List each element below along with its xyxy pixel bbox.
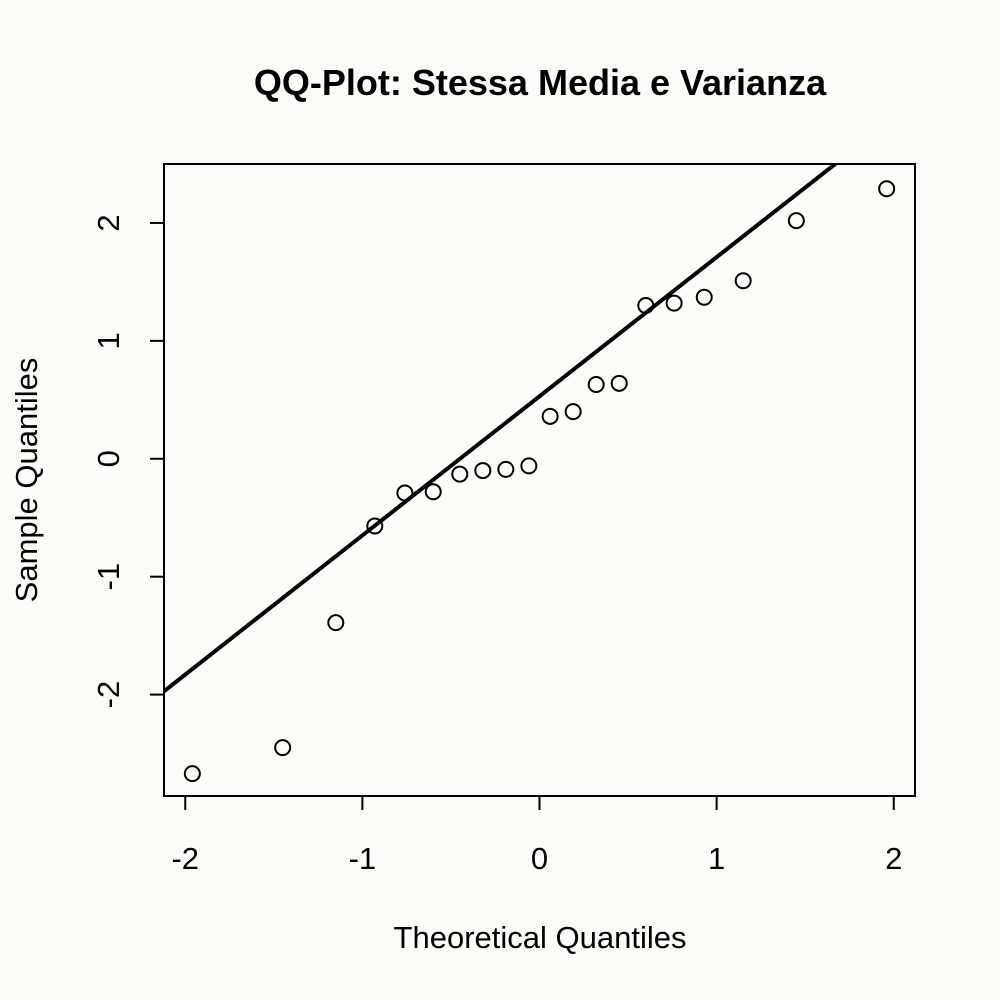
y-axis-title: Sample Quantiles: [9, 358, 44, 603]
data-point: [451, 465, 469, 483]
data-point: [878, 180, 896, 198]
qq-reference-line: [164, 164, 839, 693]
data-point: [637, 296, 655, 314]
x-tick-label: 2: [885, 841, 902, 876]
points-group: [183, 180, 896, 783]
y-tick-label: 2: [91, 214, 126, 231]
data-point: [564, 403, 582, 421]
plot-frame: [163, 163, 916, 797]
data-point: [424, 483, 442, 501]
data-point: [396, 484, 414, 502]
data-point: [366, 517, 384, 535]
data-point: [695, 288, 713, 306]
data-point: [474, 462, 492, 480]
y-tick-label: -2: [91, 681, 126, 709]
data-point: [183, 765, 201, 783]
data-point: [734, 272, 752, 290]
data-point: [587, 375, 605, 393]
data-point: [327, 614, 345, 632]
data-point: [610, 374, 628, 392]
x-tick-label: 1: [708, 841, 725, 876]
data-point: [665, 294, 683, 312]
data-point: [541, 407, 559, 425]
x-tick-label: -2: [171, 841, 199, 876]
x-axis: -2 -1 0 1 2: [171, 796, 902, 876]
data-point: [274, 739, 292, 757]
data-point: [497, 460, 515, 478]
y-tick-label: 0: [91, 450, 126, 467]
y-axis: -2 -1 0 1 2: [91, 214, 164, 708]
y-tick-label: -1: [91, 563, 126, 591]
chart-title: QQ-Plot: Stessa Media e Varianza: [254, 62, 827, 103]
x-axis-title: Theoretical Quantiles: [394, 920, 687, 955]
x-tick-label: -1: [349, 841, 377, 876]
data-point: [787, 212, 805, 230]
y-tick-label: 1: [91, 332, 126, 349]
x-tick-label: 0: [531, 841, 548, 876]
data-point: [520, 457, 538, 475]
reference-line-group: [164, 164, 839, 693]
